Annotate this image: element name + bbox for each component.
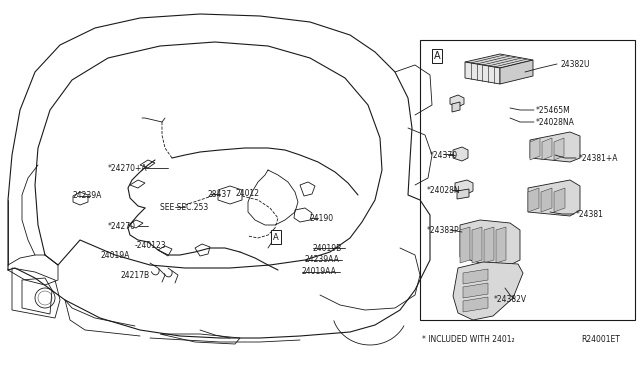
Text: *24028N: *24028N <box>427 186 461 195</box>
Text: 24239AA: 24239AA <box>305 256 340 264</box>
Polygon shape <box>460 227 470 263</box>
Text: *24270: *24270 <box>108 221 136 231</box>
Text: R24001ET: R24001ET <box>581 336 620 344</box>
Bar <box>420 40 635 320</box>
Text: 24012: 24012 <box>235 189 259 198</box>
Text: SEE SEC.253: SEE SEC.253 <box>160 202 208 212</box>
Polygon shape <box>463 297 488 312</box>
Text: * INCLUDED WITH 2401₂: * INCLUDED WITH 2401₂ <box>422 336 515 344</box>
Polygon shape <box>541 188 552 212</box>
Polygon shape <box>484 227 494 263</box>
Polygon shape <box>554 138 564 160</box>
Polygon shape <box>496 227 506 263</box>
Polygon shape <box>452 102 460 112</box>
Polygon shape <box>463 269 488 284</box>
Polygon shape <box>528 180 580 216</box>
Text: 24019B: 24019B <box>313 244 342 253</box>
Text: 24019AA: 24019AA <box>302 267 337 276</box>
Polygon shape <box>460 220 520 265</box>
Polygon shape <box>455 180 473 194</box>
Polygon shape <box>530 138 540 160</box>
Polygon shape <box>465 54 533 68</box>
Text: *24381+A: *24381+A <box>579 154 618 163</box>
Text: 24239A: 24239A <box>72 190 101 199</box>
Polygon shape <box>472 227 482 263</box>
Text: 24382U: 24382U <box>561 60 591 68</box>
Polygon shape <box>554 188 565 212</box>
Polygon shape <box>453 147 468 161</box>
Text: *24382V: *24382V <box>494 295 527 304</box>
Text: 24190: 24190 <box>310 214 334 222</box>
Text: *25465M: *25465M <box>536 106 571 115</box>
Polygon shape <box>457 189 469 199</box>
Text: 24019A: 24019A <box>100 250 129 260</box>
Text: *24270+A: *24270+A <box>108 164 148 173</box>
Text: *24381: *24381 <box>576 209 604 218</box>
Polygon shape <box>453 262 523 320</box>
Polygon shape <box>463 283 488 298</box>
Text: A: A <box>273 232 279 241</box>
Polygon shape <box>465 62 500 84</box>
Text: A: A <box>434 51 440 61</box>
Polygon shape <box>450 95 464 107</box>
Polygon shape <box>530 132 580 162</box>
Polygon shape <box>542 138 552 160</box>
Text: *24383P: *24383P <box>427 225 460 234</box>
Polygon shape <box>528 188 539 212</box>
Text: *24370: *24370 <box>430 151 458 160</box>
Text: *24028NA: *24028NA <box>536 118 575 126</box>
Polygon shape <box>500 60 533 84</box>
Text: -240123: -240123 <box>135 241 166 250</box>
Text: 24217B: 24217B <box>120 270 149 279</box>
Text: 28437: 28437 <box>208 189 232 199</box>
